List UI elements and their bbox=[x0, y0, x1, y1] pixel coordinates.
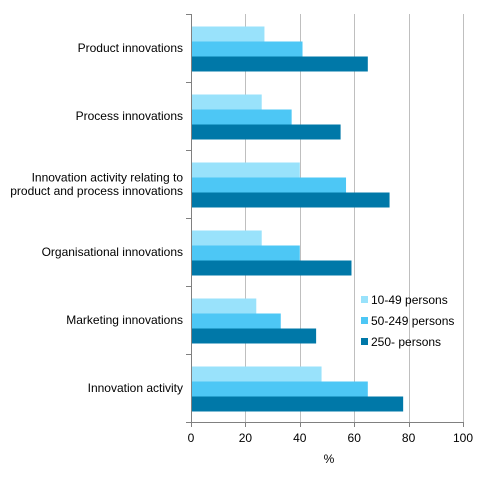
category-label-line: Organisational innovations bbox=[42, 245, 183, 259]
x-tick-label: 60 bbox=[348, 431, 362, 445]
category-label: Innovation activity relating to product a… bbox=[10, 170, 183, 198]
category-label: Innovation activity bbox=[88, 381, 183, 395]
category-label-line: Marketing innovations bbox=[66, 313, 183, 327]
category-label-line: Innovation activity relating to bbox=[32, 170, 184, 184]
bar-5-10-49-persons bbox=[191, 298, 257, 314]
legend-swatch bbox=[361, 317, 368, 324]
bar-6-250-persons bbox=[191, 396, 404, 412]
axes bbox=[186, 14, 464, 427]
bar-6-10-49-persons bbox=[191, 366, 322, 382]
bar-3-250-persons bbox=[191, 192, 390, 208]
legend-label: 10-49 persons bbox=[371, 293, 448, 307]
legend: 10-49 persons 50-249 persons 250- persons bbox=[361, 293, 454, 349]
bar-1-250-persons bbox=[191, 56, 368, 72]
category-labels: Product innovations Process innovations In… bbox=[10, 41, 183, 395]
bar-1-10-49-persons bbox=[191, 26, 265, 42]
bar-2-250-persons bbox=[191, 124, 341, 140]
category-label: Organisational innovations bbox=[42, 245, 183, 259]
bar-2-10-49-persons bbox=[191, 94, 262, 110]
x-tick-label: 80 bbox=[402, 431, 416, 445]
x-tick-labels: 0 20 40 60 80 100 bbox=[188, 431, 474, 445]
bar-3-10-49-persons bbox=[191, 162, 300, 178]
bar-3-50-249-persons bbox=[191, 177, 347, 193]
x-tick-label: 20 bbox=[239, 431, 253, 445]
bar-6-50-249-persons bbox=[191, 381, 368, 397]
category-label: Process innovations bbox=[76, 109, 183, 123]
category-label-line: Innovation activity bbox=[88, 381, 183, 395]
legend-label: 250- persons bbox=[371, 335, 441, 349]
category-label-line: Process innovations bbox=[76, 109, 183, 123]
bar-5-50-249-persons bbox=[191, 313, 281, 329]
category-label-line: product and process innovations bbox=[10, 184, 183, 198]
legend-label: 50-249 persons bbox=[371, 314, 454, 328]
bar-1-50-249-persons bbox=[191, 41, 303, 57]
category-label: Marketing innovations bbox=[66, 313, 183, 327]
bar-4-10-49-persons bbox=[191, 230, 262, 246]
x-tick-label: 40 bbox=[293, 431, 307, 445]
legend-swatch bbox=[361, 296, 368, 303]
x-tick-label: 100 bbox=[453, 431, 473, 445]
category-label: Product innovations bbox=[78, 41, 183, 55]
legend-swatch bbox=[361, 338, 368, 345]
x-axis-label: % bbox=[324, 452, 335, 466]
bar-2-50-249-persons bbox=[191, 109, 292, 125]
bar-5-250-persons bbox=[191, 328, 317, 344]
gridlines bbox=[245, 14, 464, 422]
bars bbox=[191, 26, 404, 412]
bar-4-250-persons bbox=[191, 260, 352, 276]
category-label-line: Product innovations bbox=[78, 41, 183, 55]
bar-4-50-249-persons bbox=[191, 245, 300, 261]
x-tick-label: 0 bbox=[188, 431, 195, 445]
